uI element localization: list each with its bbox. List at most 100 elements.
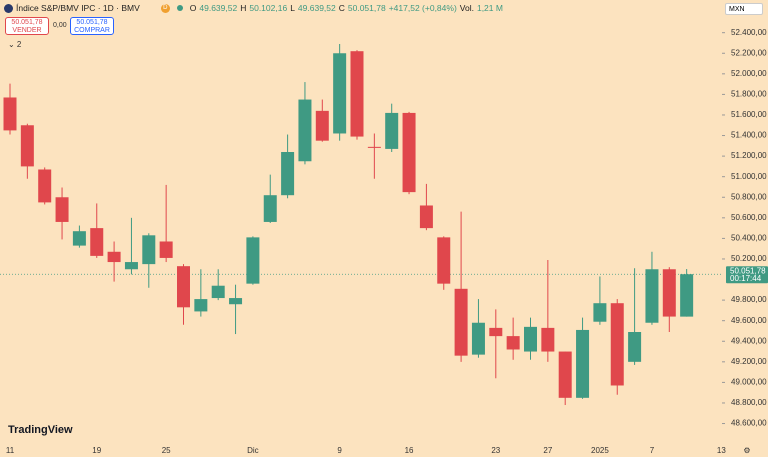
low-value: 49.639,52 — [297, 3, 336, 13]
volume-label: Vol. — [459, 3, 474, 13]
low-label: L — [290, 3, 295, 13]
candle-body — [333, 53, 347, 134]
x-tick-label: 2025 — [591, 446, 609, 455]
close-label: C — [338, 3, 345, 13]
candle-body — [662, 269, 676, 317]
candle-body — [628, 332, 642, 362]
y-tick-label: 49.800,00 — [731, 295, 767, 304]
change: +417,52 (+0,84%) — [388, 3, 457, 13]
candle-body — [471, 322, 485, 355]
badge: D — [160, 3, 170, 13]
x-tick-label: 25 — [162, 446, 171, 455]
high-value: 50.102,16 — [249, 3, 288, 13]
settings-icon: ⚙ — [743, 446, 750, 455]
y-tick-label: 50.400,00 — [731, 234, 767, 243]
y-tick-label: 50.200,00 — [731, 254, 767, 263]
candle-body — [3, 97, 17, 131]
price-tag-countdown: 00:17:44 — [730, 274, 762, 283]
x-tick-label: 9 — [337, 446, 342, 455]
candle-body — [298, 99, 312, 162]
candle-body — [72, 231, 86, 246]
y-tick-label: 50.800,00 — [731, 192, 767, 201]
currency-select[interactable]: MXN — [725, 3, 763, 15]
candle-body — [211, 285, 225, 299]
candle-body — [437, 237, 451, 284]
y-tick-label: 49.600,00 — [731, 316, 767, 325]
candle-body — [281, 152, 295, 196]
candle-body — [610, 303, 624, 386]
candle-body — [593, 303, 607, 322]
x-tick-label: 16 — [405, 446, 414, 455]
candle-body — [194, 299, 208, 312]
x-tick-label: 7 — [650, 446, 655, 455]
x-tick-label: 19 — [92, 446, 101, 455]
spread: 0,00 — [53, 22, 67, 29]
candle-body — [367, 146, 381, 148]
sell-label: VENDER — [12, 27, 42, 34]
candle-body — [246, 237, 260, 284]
candle-body — [454, 288, 468, 356]
candle-body — [506, 336, 520, 350]
x-tick-label: 23 — [491, 446, 500, 455]
candle-body — [402, 112, 416, 193]
candle-body — [38, 169, 52, 203]
buy-price: 50.051,78 — [76, 19, 108, 26]
candle-body — [524, 326, 537, 352]
candle-body — [489, 327, 503, 337]
x-tick-label: 11 — [6, 446, 15, 455]
candle-body — [124, 262, 138, 270]
candle-body — [177, 266, 190, 308]
close-value: 50.051,78 — [347, 3, 386, 13]
y-tick-label: 51.000,00 — [731, 172, 767, 181]
y-tick-label: 51.800,00 — [731, 90, 767, 99]
x-tick-label: 27 — [543, 446, 552, 455]
y-tick-label: 50.600,00 — [731, 213, 767, 222]
brand: TradingView — [8, 424, 73, 436]
y-tick-label: 49.400,00 — [731, 336, 767, 345]
open-label: O — [189, 3, 197, 13]
candle-body — [680, 274, 694, 317]
candle-body — [142, 235, 156, 265]
y-tick-label: 49.000,00 — [731, 378, 767, 387]
symbol[interactable]: Índice S&P/BMV IPC · 1D · BMV — [16, 3, 140, 13]
price-tag-value: 50.051,78 — [730, 266, 766, 275]
y-tick-label: 52.400,00 — [731, 28, 767, 37]
candle-body — [90, 228, 104, 256]
x-tick-label: Dic — [247, 446, 259, 455]
y-tick-label: 52.000,00 — [731, 69, 767, 78]
x-tick-label: 13 — [717, 446, 726, 455]
buy-label: COMPRAR — [74, 27, 110, 34]
high-label: H — [240, 3, 247, 13]
sell-button[interactable]: 50.051,78 VENDER — [5, 17, 49, 35]
y-tick-label: 48.600,00 — [731, 419, 767, 428]
candle-body — [263, 195, 277, 222]
y-tick-label: 51.200,00 — [731, 151, 767, 160]
candle-body — [576, 329, 590, 398]
y-tick-label: 48.800,00 — [731, 398, 767, 407]
candle-body — [541, 327, 555, 352]
sell-price: 50.051,78 — [11, 19, 43, 26]
candle-body — [107, 251, 121, 263]
candle-body — [229, 298, 243, 305]
y-tick-label: 52.200,00 — [731, 48, 767, 57]
volume: 1,21 M — [476, 3, 503, 13]
candle-body — [419, 205, 433, 229]
buy-button[interactable]: 50.051,78 COMPRAR — [70, 17, 114, 35]
indicators-toggle[interactable]: ⌄ 2 — [8, 40, 22, 49]
candle-body — [558, 351, 572, 398]
candle-body — [385, 112, 399, 149]
candle-body — [315, 110, 329, 141]
candle-body — [350, 51, 364, 137]
candle-body — [20, 125, 34, 167]
y-tick-label: 51.600,00 — [731, 110, 767, 119]
candle-body — [159, 241, 173, 258]
candle-body — [55, 197, 69, 222]
y-tick-label: 49.200,00 — [731, 357, 767, 366]
candle-body — [645, 269, 659, 323]
symbol-logo — [4, 3, 13, 13]
price-tag — [726, 266, 768, 284]
y-tick-label: 51.400,00 — [731, 131, 767, 140]
